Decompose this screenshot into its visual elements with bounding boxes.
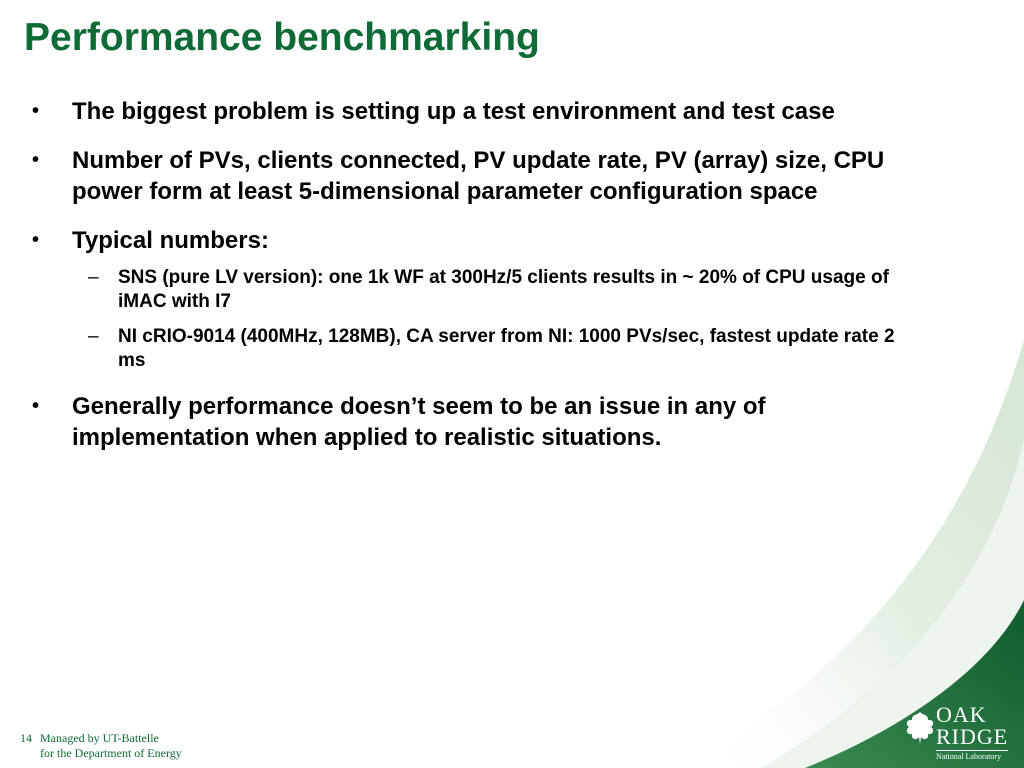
oak-leaf-icon [906, 712, 934, 744]
bullet-text: The biggest problem is setting up a test… [72, 98, 835, 125]
logo-national-laboratory: National Laboratory [936, 750, 1009, 762]
slide-title: Performance benchmarking [24, 16, 540, 59]
slide-footer: 14 Managed by UT-Battelle for the Departm… [20, 731, 182, 761]
sub-bullet-marker: – [88, 267, 99, 288]
sub-bullet-item: – SNS (pure LV version): one 1k WF at 30… [72, 266, 918, 314]
footer-line-2: for the Department of Energy [40, 746, 182, 760]
sub-bullet-text: SNS (pure LV version): one 1k WF at 300H… [118, 267, 889, 312]
bullet-marker: • [32, 149, 40, 171]
footer-line-1: Managed by UT-Battelle [40, 731, 159, 745]
logo-oak: OAK [936, 702, 987, 727]
bullet-item: • The biggest problem is setting up a te… [32, 96, 912, 127]
sub-bullet-list: – SNS (pure LV version): one 1k WF at 30… [72, 266, 912, 373]
bullet-list: • The biggest problem is setting up a te… [32, 96, 912, 471]
bullet-text: Generally performance doesn’t seem to be… [72, 393, 766, 451]
bullet-marker: • [32, 100, 40, 122]
sub-bullet-text: NI cRIO-9014 (400MHz, 128MB), CA server … [118, 326, 895, 371]
sub-bullet-marker: – [88, 326, 99, 347]
bullet-marker: • [32, 395, 40, 417]
bullet-item: • Typical numbers: – SNS (pure LV versio… [32, 225, 912, 373]
lab-logo-text: OAK RIDGE National Laboratory [936, 702, 1009, 762]
bullet-text: Number of PVs, clients connected, PV upd… [72, 147, 885, 205]
bullet-text: Typical numbers: [72, 227, 269, 254]
sub-bullet-item: – NI cRIO-9014 (400MHz, 128MB), CA serve… [72, 325, 918, 373]
bullet-marker: • [32, 229, 40, 251]
bullet-item: • Generally performance doesn’t seem to … [32, 391, 912, 453]
bullet-item: • Number of PVs, clients connected, PV u… [32, 145, 912, 207]
page-number: 14 [20, 731, 32, 745]
logo-ridge: RIDGE [936, 724, 1009, 749]
